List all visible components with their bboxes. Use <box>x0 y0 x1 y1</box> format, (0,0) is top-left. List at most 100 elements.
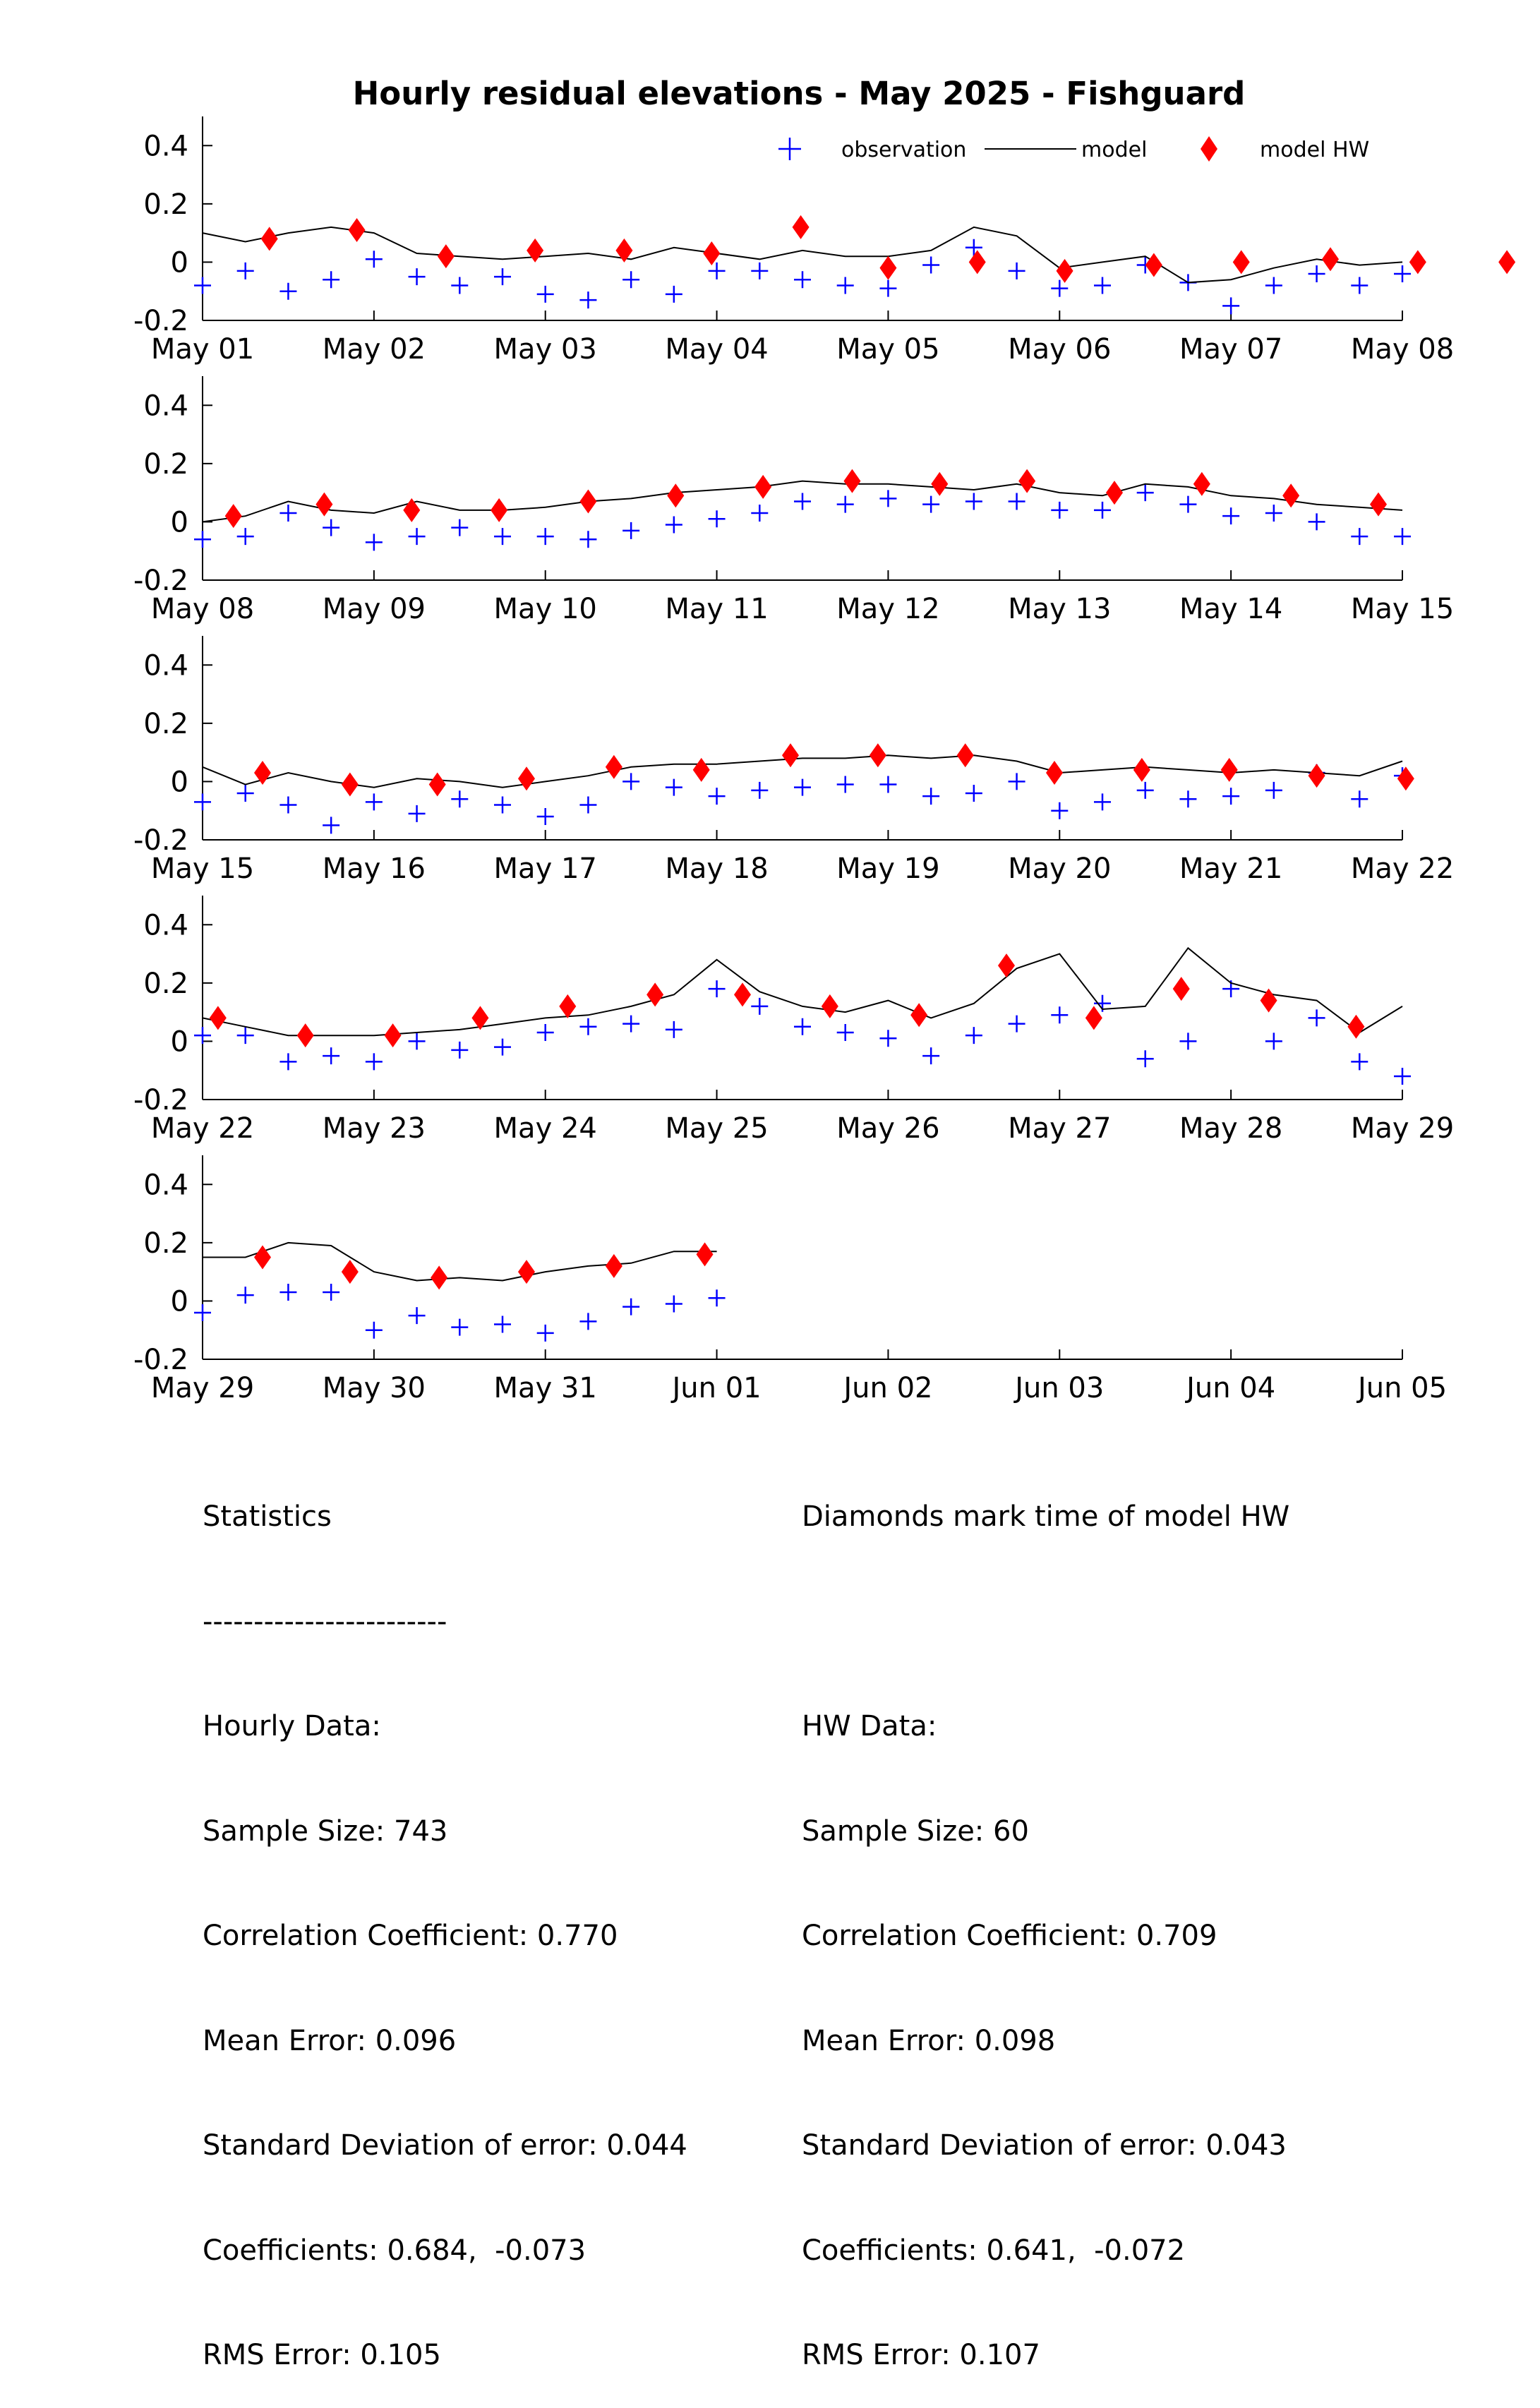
model-hw-point <box>821 994 838 1018</box>
model-hw-point <box>315 492 333 517</box>
model-hw-point <box>703 241 721 266</box>
model-hw-point <box>646 982 664 1007</box>
observation-point <box>1136 781 1154 799</box>
panel-5: -0.2 0 0.2 0.4 May 29 May 30 May 31 Jun 01 Jun 0… <box>133 1155 1447 1404</box>
panel-2: -0.2 0 0.2 0.4 May 08 May 09 May 10 May 11 May 1… <box>133 376 1454 625</box>
model-hw-point <box>792 215 810 239</box>
model-hw-point <box>1260 988 1277 1013</box>
model-hw-point <box>1145 253 1162 277</box>
stats-right-line-3: Sample Size: 60 <box>802 1814 1029 1848</box>
x-tick-label: May 04 <box>665 333 768 366</box>
model-hw-point <box>1018 469 1036 493</box>
model-hw-point <box>1409 250 1426 275</box>
model-hw-point <box>1282 483 1300 508</box>
x-tick-label: May 16 <box>323 853 426 885</box>
model-hw-point <box>696 1242 714 1267</box>
observation-point <box>236 1287 254 1304</box>
observation-point <box>622 1298 640 1316</box>
model-hw-point <box>968 250 986 275</box>
statistics-hw: Diamonds mark time of model HW HW Data: … <box>802 1430 1289 2408</box>
model-hw-point <box>431 1265 448 1290</box>
observation-point <box>794 1018 811 1035</box>
model-hw-point <box>869 743 886 768</box>
observation-point <box>365 1321 383 1339</box>
model-hw-point <box>931 471 949 496</box>
x-tick-label: May 03 <box>494 333 597 366</box>
observation-point <box>965 239 982 256</box>
model-hw-point <box>782 743 799 768</box>
x-tick-label: May 06 <box>1008 333 1111 366</box>
observation-point <box>365 1053 383 1071</box>
observation-point <box>1351 277 1368 294</box>
y-tick-label: 0.4 <box>143 649 188 682</box>
observation-point <box>622 522 640 539</box>
observation-point <box>1051 1006 1069 1024</box>
observation-point <box>1351 790 1368 808</box>
observation-point <box>1094 277 1111 294</box>
observation-point <box>236 262 254 279</box>
observation-point <box>836 1024 854 1042</box>
observation-point <box>622 1015 640 1033</box>
model-line <box>203 1241 717 1282</box>
observation-point <box>1008 493 1025 510</box>
model-hw-point <box>1322 247 1339 272</box>
x-tick-label: May 18 <box>665 853 768 885</box>
x-tick-label: May 05 <box>836 333 939 366</box>
model-hw-point <box>910 1003 928 1028</box>
observation-point <box>1094 793 1111 811</box>
observation-point <box>279 796 297 814</box>
observation-point <box>365 251 383 268</box>
observation-point <box>1265 505 1282 522</box>
observation-point <box>1008 773 1025 790</box>
x-tick-label: May 20 <box>1008 853 1111 885</box>
observation-point <box>1094 501 1111 519</box>
observation-point <box>494 1038 511 1056</box>
stats-left-line-7: Coefficients: 0.684, -0.073 <box>203 2234 586 2267</box>
model-hw-point <box>998 953 1015 978</box>
panels: -0.2 0 0.2 0.4 May 01 May 02 May 03 May 04 May 0… <box>133 116 1516 1404</box>
y-tick-label: 0.4 <box>143 130 188 162</box>
observation-point <box>494 268 511 286</box>
observation-point <box>1308 513 1325 531</box>
observation-point <box>408 268 426 286</box>
y-tick-label: 0 <box>171 1285 188 1318</box>
observation-point <box>365 793 383 811</box>
y-tick-label: -0.2 <box>133 1344 188 1376</box>
observation-point <box>922 1047 940 1065</box>
observation-point <box>451 1318 469 1336</box>
x-tick-label: May 31 <box>494 1372 597 1404</box>
panel-4: -0.2 0 0.2 0.4 May 22 May 23 May 24 May 25 May 2… <box>133 896 1454 1145</box>
observation-point <box>536 807 554 825</box>
observation-point <box>323 271 340 289</box>
observation-point <box>194 277 211 294</box>
observation-point <box>579 291 597 309</box>
stats-right-line-1 <box>802 1605 1289 1640</box>
stats-right-line-8: RMS Error: 0.107 <box>802 2339 1040 2371</box>
chart-title: Hourly residual elevations - May 2025 - … <box>353 75 1246 112</box>
stats-left-line-8: RMS Error: 0.105 <box>203 2339 441 2371</box>
model-hw-point <box>384 1023 402 1048</box>
x-tick-label: May 15 <box>151 853 254 885</box>
x-tick-label: May 08 <box>1351 333 1454 366</box>
observation-point <box>579 1018 597 1035</box>
observation-point <box>836 277 854 294</box>
observation-point <box>1051 501 1069 519</box>
observation-point <box>879 776 897 793</box>
observation-point <box>794 493 811 510</box>
observation-point <box>194 1304 211 1321</box>
x-tick-label: May 26 <box>836 1112 939 1145</box>
observation-point <box>1051 279 1069 297</box>
x-tick-label: May 24 <box>494 1112 597 1145</box>
observation-point <box>451 277 469 294</box>
x-tick-label: May 11 <box>665 593 768 625</box>
observation-point <box>836 495 854 513</box>
observation-point <box>708 1289 726 1307</box>
legend-model-hw-marker <box>1201 136 1217 162</box>
x-tick-label: May 01 <box>151 333 254 366</box>
observation-point <box>451 790 469 808</box>
observation-point <box>1179 790 1197 808</box>
observation-point <box>1222 788 1240 805</box>
model-hw-point <box>341 772 359 797</box>
x-tick-label: May 13 <box>1008 593 1111 625</box>
x-tick-label: Jun 02 <box>841 1372 932 1404</box>
